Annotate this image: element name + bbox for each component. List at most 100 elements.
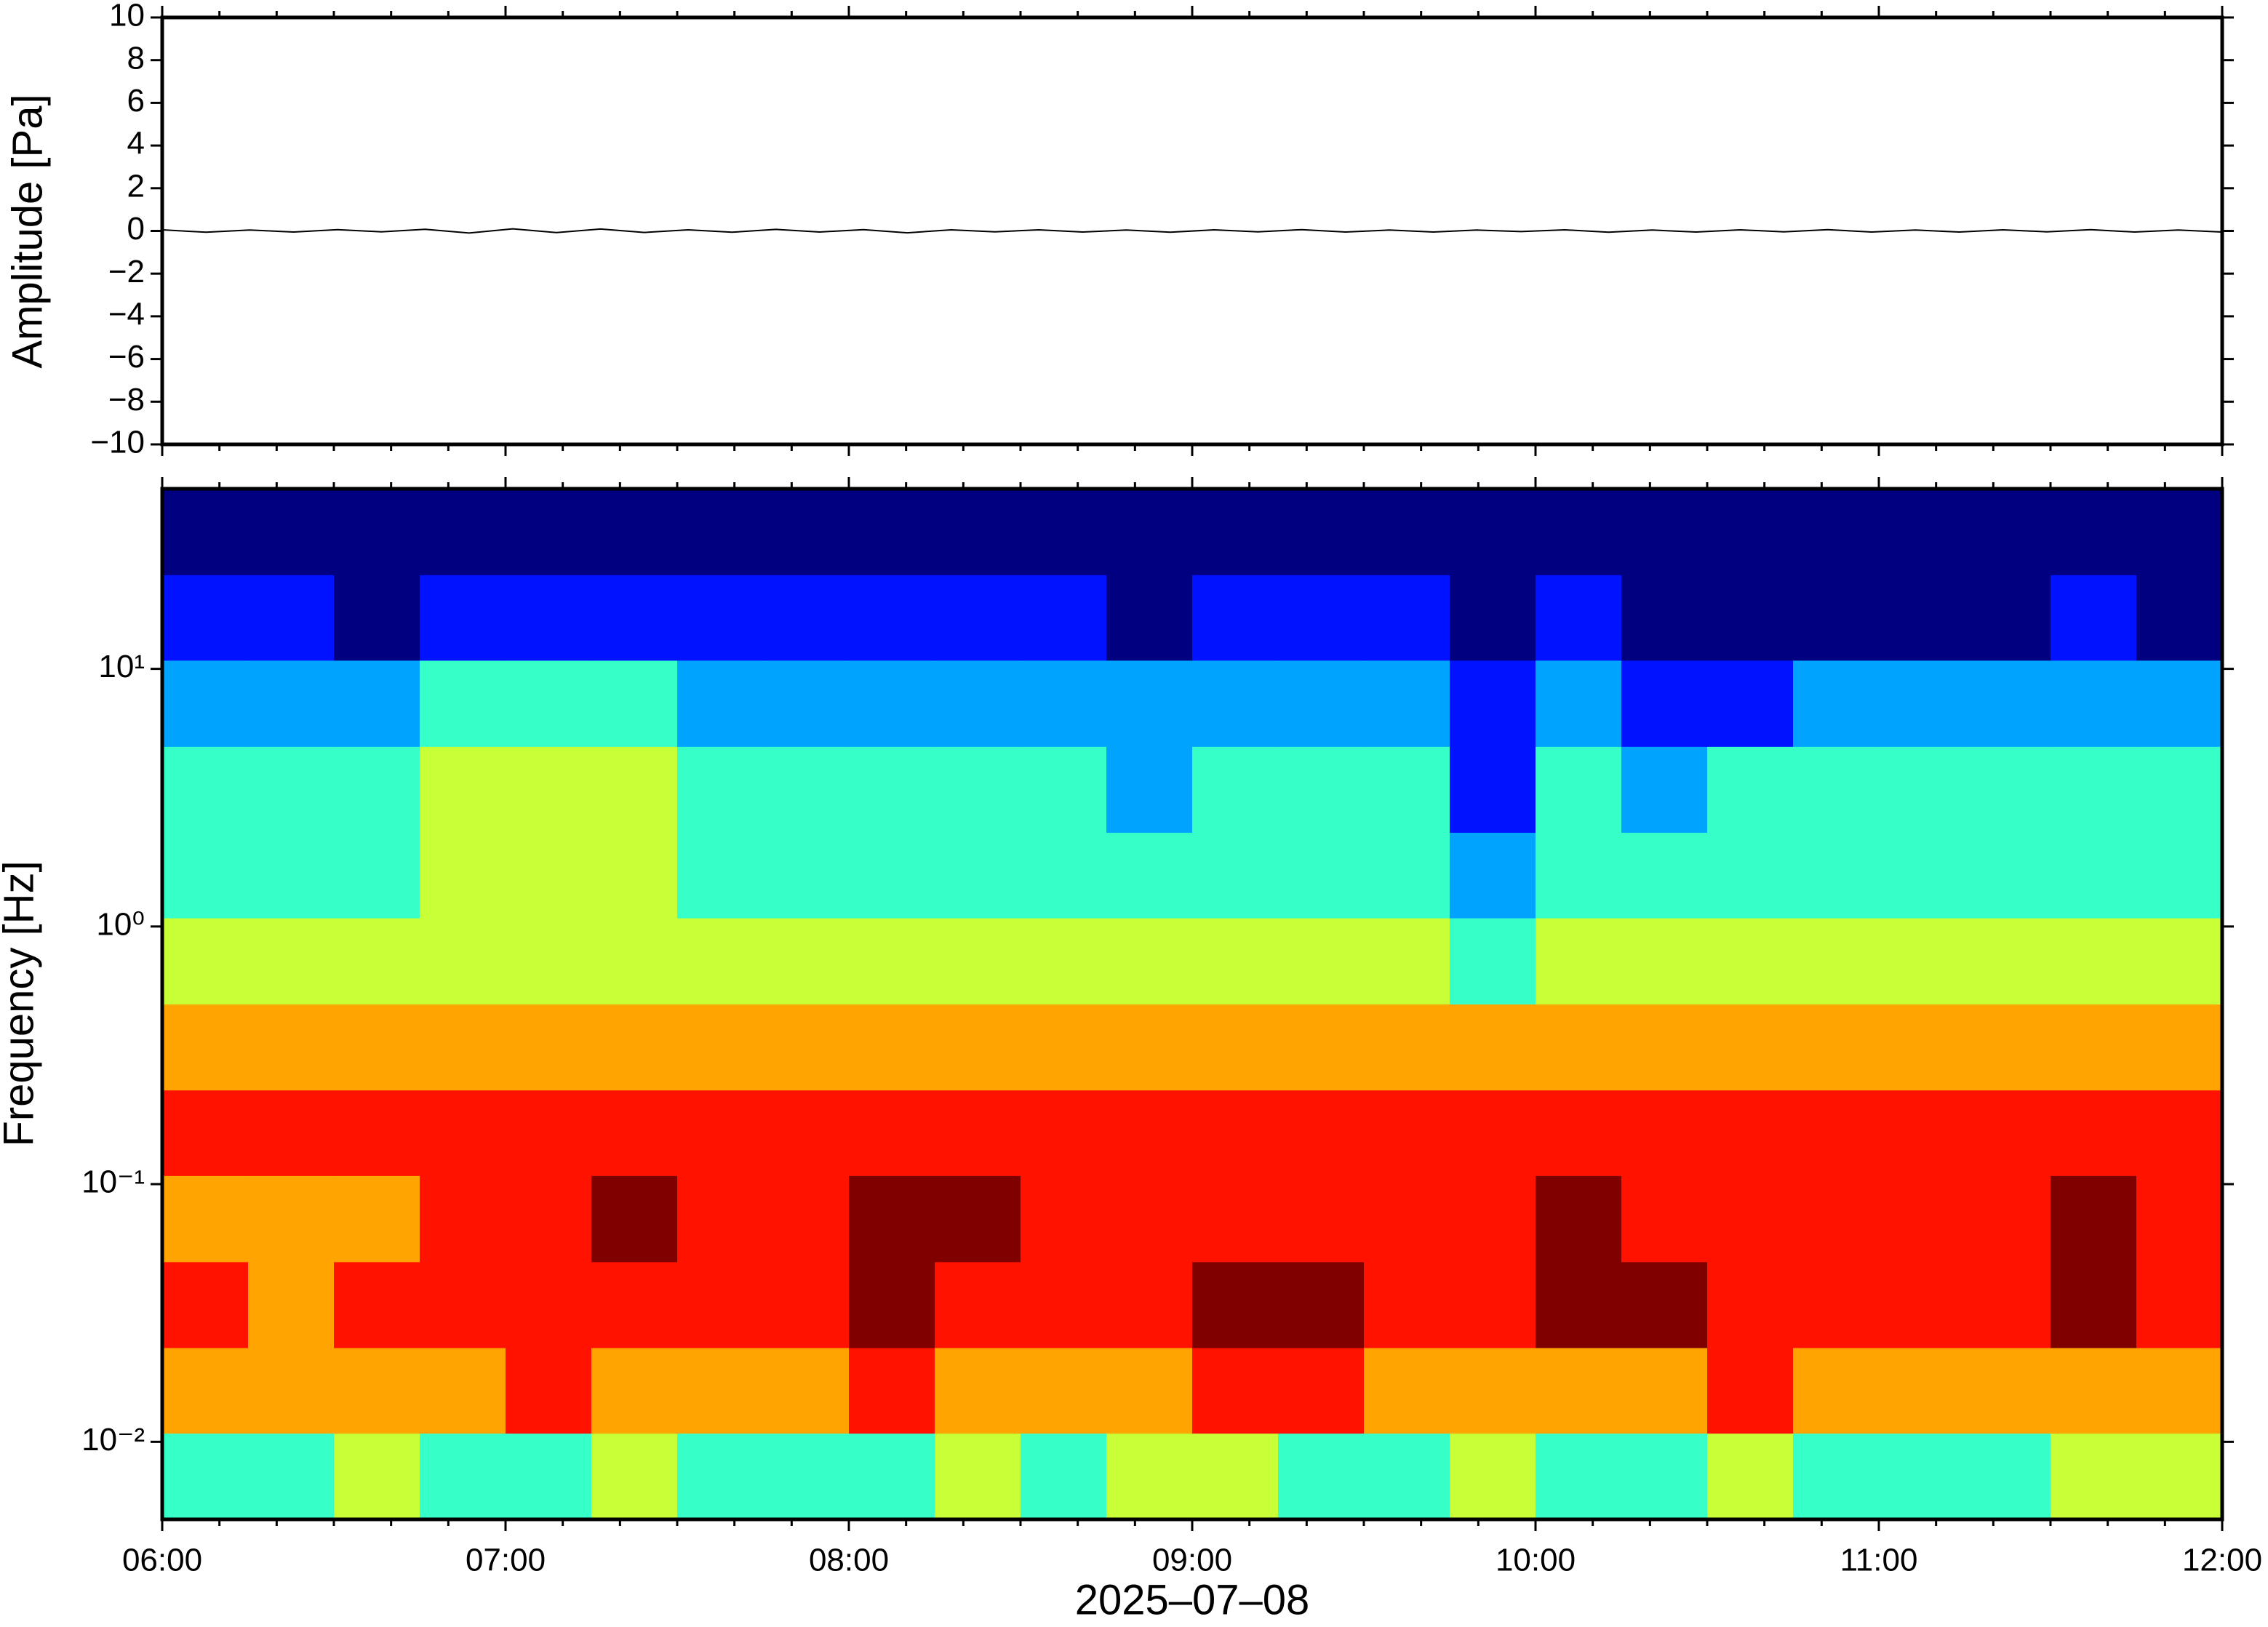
spectrogram-cell bbox=[1278, 1433, 1365, 1520]
spectrogram-cell bbox=[935, 918, 1021, 1005]
spectrogram-cell bbox=[162, 832, 249, 919]
spectrogram-cell bbox=[1879, 660, 1965, 747]
spectrogram-cell bbox=[2136, 918, 2223, 1005]
spectrogram-cell bbox=[420, 1175, 506, 1263]
spectrogram-cell bbox=[1707, 746, 1794, 833]
spectrogram-cell bbox=[1364, 918, 1450, 1005]
spectrogram-cell bbox=[1364, 575, 1450, 661]
spectrogram-cell bbox=[334, 1261, 420, 1348]
spectrogram-cell bbox=[1278, 1004, 1365, 1091]
spectrogram-cell bbox=[763, 575, 850, 661]
spectrogram-cell bbox=[1793, 660, 1880, 747]
spectrogram-cell bbox=[2136, 1261, 2223, 1348]
x-tick-label: 08:00 bbox=[809, 1543, 889, 1578]
spectrogram-cell bbox=[1793, 1004, 1880, 1091]
spectrogram-cell bbox=[334, 1090, 420, 1176]
spectrogram-cell bbox=[1278, 575, 1365, 661]
spectrogram-cell bbox=[763, 660, 850, 747]
spectrogram-cell bbox=[1965, 1090, 2051, 1176]
spectrogram-cell bbox=[1192, 832, 1279, 919]
spectrogram-cell bbox=[1106, 1004, 1193, 1091]
spectrogram-cell bbox=[506, 1347, 592, 1434]
spectrogram-cell bbox=[1879, 1175, 1965, 1263]
spectrogram-cell bbox=[763, 1175, 850, 1263]
spectrogram-cell bbox=[849, 1261, 935, 1348]
spectrogram-cell bbox=[162, 1175, 249, 1263]
spectrogram-cell bbox=[1021, 1004, 1107, 1091]
spectrogram-cell bbox=[1879, 575, 1965, 661]
spectrogram-cell bbox=[1364, 489, 1450, 575]
spectrogram-cell bbox=[763, 832, 850, 919]
spectrogram-cell bbox=[1536, 1175, 1622, 1263]
spectrogram-cell bbox=[591, 918, 678, 1005]
spectrogram-cell bbox=[1879, 1004, 1965, 1091]
spectrogram-cell bbox=[2136, 1090, 2223, 1176]
spectrogram-cell bbox=[248, 1433, 335, 1520]
spectrogram-cell bbox=[2136, 832, 2223, 919]
spectrogram-cell bbox=[1793, 918, 1880, 1005]
spectrogram-cell bbox=[1192, 746, 1279, 833]
spectrogram-cell bbox=[2051, 746, 2137, 833]
spectrogram-cell bbox=[935, 1261, 1021, 1348]
spectrogram-cell bbox=[506, 575, 592, 661]
spectrogram-cell bbox=[591, 832, 678, 919]
spectrogram-cell bbox=[1021, 1261, 1107, 1348]
spectrogram-cell bbox=[420, 1004, 506, 1091]
spectrogram-cell bbox=[1450, 746, 1536, 833]
spectrogram-cell bbox=[248, 918, 335, 1005]
spectrogram-cell bbox=[935, 1433, 1021, 1520]
spectrogram-cell bbox=[2136, 1004, 2223, 1091]
spectrogram-cell bbox=[334, 918, 420, 1005]
spectrogram-cell bbox=[1536, 1004, 1622, 1091]
spectrogram-cell bbox=[677, 918, 764, 1005]
spectrogram-cell bbox=[420, 660, 506, 747]
spectrogram-cell bbox=[420, 575, 506, 661]
spectrogram-cell bbox=[935, 832, 1021, 919]
spectrogram-cell bbox=[677, 1261, 764, 1348]
spectrogram-cell bbox=[1106, 575, 1193, 661]
spectrogram-cell bbox=[677, 575, 764, 661]
spectrogram-cell bbox=[420, 832, 506, 919]
spectrogram-cell bbox=[1879, 1090, 1965, 1176]
spectrogram-cell bbox=[1278, 660, 1365, 747]
spectrogram-cell bbox=[2051, 1261, 2137, 1348]
spectrogram-cell bbox=[1021, 660, 1107, 747]
spectrogram-cell bbox=[248, 832, 335, 919]
spectrogram-cell bbox=[849, 489, 935, 575]
spectrogram-cell bbox=[1965, 832, 2051, 919]
spectrogram-cell bbox=[1450, 1004, 1536, 1091]
spectrogram-cell bbox=[1106, 832, 1193, 919]
spectrogram-cell bbox=[1793, 1090, 1880, 1176]
spectrogram-cell bbox=[1278, 746, 1365, 833]
spectrogram-cell bbox=[2051, 832, 2137, 919]
spectrogram-cell bbox=[1450, 1433, 1536, 1520]
spectrogram-cell bbox=[334, 575, 420, 661]
x-tick-label: 07:00 bbox=[466, 1543, 546, 1578]
spectrogram-cell bbox=[1192, 1261, 1279, 1348]
spectrogram-cell bbox=[1707, 1347, 1794, 1434]
spectrogram-cell bbox=[935, 1175, 1021, 1263]
spectrogram-cell bbox=[1021, 1090, 1107, 1176]
waveform bbox=[161, 228, 2223, 234]
spectrogram-cell bbox=[1707, 489, 1794, 575]
spectrogram-cell bbox=[1278, 1261, 1365, 1348]
spectrogram-cell bbox=[1364, 1261, 1450, 1348]
spectrogram-cell bbox=[677, 660, 764, 747]
spectrogram-cell bbox=[1192, 1347, 1279, 1434]
spectrogram-cell bbox=[1278, 1090, 1365, 1176]
spectrogram-cell bbox=[935, 575, 1021, 661]
spectrogram-cell bbox=[1621, 1090, 1708, 1176]
spectrogram-cell bbox=[420, 1090, 506, 1176]
spectrogram-cell bbox=[2051, 1175, 2137, 1263]
spectrogram-cell bbox=[1364, 1433, 1450, 1520]
spectrogram-cell bbox=[591, 575, 678, 661]
spectrogram-cell bbox=[677, 832, 764, 919]
spectrogram-cell bbox=[849, 746, 935, 833]
spectrogram-cell bbox=[506, 660, 592, 747]
y-tick-label: −8 bbox=[108, 382, 145, 417]
spectrogram-cell bbox=[1879, 1347, 1965, 1434]
spectrogram-cell bbox=[1621, 1433, 1708, 1520]
spectrogram-cell bbox=[1965, 918, 2051, 1005]
spectrogram-cell bbox=[1621, 660, 1708, 747]
spectrogram-cell bbox=[1965, 746, 2051, 833]
